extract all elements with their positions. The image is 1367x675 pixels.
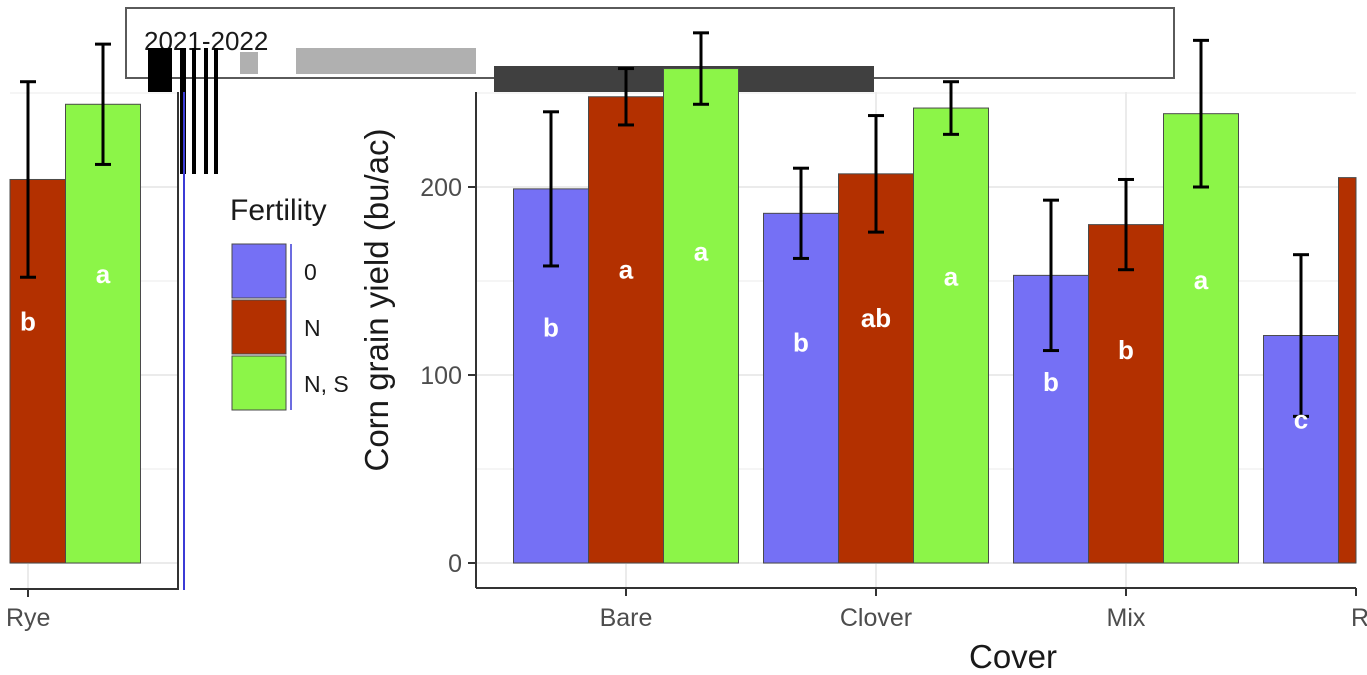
y-tick-label: 200 <box>420 174 462 202</box>
letter-bare-n-s: a <box>694 237 709 267</box>
letter-mix-n-s: a <box>1194 265 1209 295</box>
legend: Fertility 0 N N, S <box>230 194 349 411</box>
legend-key-0 <box>231 243 287 299</box>
y-tick-label: 100 <box>420 362 462 390</box>
overlap-strip <box>204 48 208 174</box>
legend-label-n: N <box>304 315 321 341</box>
y-tick-label: 0 <box>448 550 462 578</box>
y-axis-ticks: 0 100 200 <box>420 174 476 578</box>
bar-bare-n-s <box>663 68 739 564</box>
bar-mix-n-s <box>1163 113 1239 564</box>
back-panel: 2021-2022 <box>125 7 1175 174</box>
bar-bare-n <box>588 96 664 564</box>
bar-clover-n <box>838 173 914 564</box>
legend-items: 0 N N, S <box>231 243 349 411</box>
letter-bare-0: b <box>543 312 559 342</box>
letter-mix-n: b <box>1118 335 1134 365</box>
bar-r-n <box>1338 177 1357 564</box>
letter-clover-0: b <box>793 328 809 358</box>
legend-title: Fertility <box>230 194 327 227</box>
x-tick-label-r: R <box>1351 604 1367 632</box>
letter-clover-n: ab <box>861 303 891 333</box>
bar-mix-n <box>1088 224 1164 564</box>
legend-label-n-s: N, S <box>304 371 349 397</box>
legend-label-0: 0 <box>304 259 317 285</box>
bar-clover-0 <box>763 212 839 564</box>
legend-key-n-s <box>231 355 287 411</box>
bar-rye-n-s <box>65 103 141 564</box>
letter-r-0: c <box>1294 405 1308 435</box>
x-tick-label-rye: Rye <box>6 604 50 632</box>
left-panel: ba Rye <box>6 42 185 632</box>
letter-clover-n-s: a <box>944 261 959 291</box>
left-marks: ba <box>9 42 141 564</box>
overlap-strip <box>240 52 258 74</box>
x-axis-title: Cover <box>969 638 1057 675</box>
x-tick-label-clover: Clover <box>840 604 912 632</box>
y-axis-title: Corn grain yield (bu/ac) <box>358 129 395 472</box>
letter-rye-n-s: a <box>96 259 111 289</box>
bar-rye-n <box>9 178 66 564</box>
letter-rye-n: b <box>20 306 36 336</box>
letter-mix-0: b <box>1043 367 1059 397</box>
x-tick-label-bare: Bare <box>600 604 653 632</box>
overlap-strip <box>296 48 476 74</box>
x-axis-ticks: Bare Clover Mix R <box>600 588 1367 632</box>
bar-clover-n-s <box>913 107 989 564</box>
letter-bare-n: a <box>619 254 634 284</box>
x-tick-label-mix: Mix <box>1107 604 1146 632</box>
legend-key-n <box>231 299 287 355</box>
overlap-strip <box>214 48 218 174</box>
overlap-strip <box>192 48 196 174</box>
